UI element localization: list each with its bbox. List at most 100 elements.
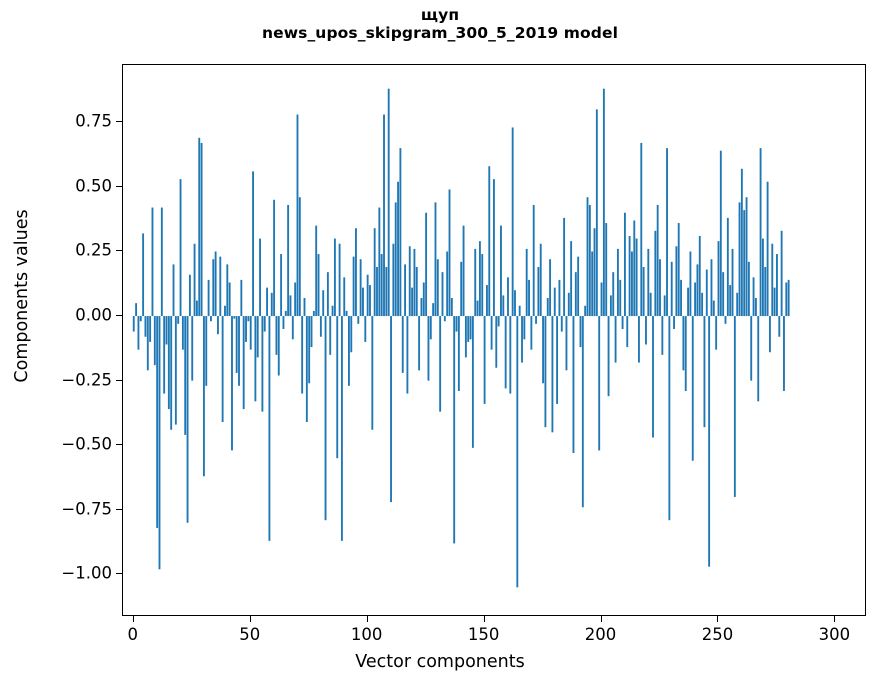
bar [287, 204, 290, 317]
x-tick-mark [834, 616, 836, 622]
y-tick-label: 0.00 [75, 305, 112, 325]
bar [434, 202, 437, 317]
bar [544, 316, 547, 428]
bar [581, 316, 584, 508]
bar [785, 282, 788, 317]
bar [670, 261, 673, 317]
bar [413, 248, 416, 317]
x-tick-label: 250 [701, 625, 734, 644]
bar [436, 259, 439, 317]
bar [521, 316, 523, 363]
bar [294, 282, 297, 317]
bar [586, 197, 589, 317]
bar [715, 316, 718, 350]
bar [631, 251, 633, 317]
bar [221, 316, 224, 423]
bar [602, 88, 605, 317]
bar [139, 316, 142, 322]
bar [291, 316, 294, 340]
bar [722, 272, 725, 317]
plot-surface [123, 65, 865, 615]
bar [698, 235, 701, 317]
bar [483, 316, 486, 404]
bar [780, 230, 783, 317]
bar [231, 316, 233, 451]
bar [214, 251, 217, 317]
bar [233, 316, 236, 319]
y-tick-mark [116, 315, 122, 317]
bar [163, 316, 166, 394]
bar [422, 282, 425, 317]
bar [654, 230, 657, 317]
bar [277, 316, 280, 376]
bar [570, 241, 573, 317]
bar [703, 316, 706, 428]
bar [439, 316, 442, 412]
bar [754, 297, 757, 317]
bar [404, 264, 406, 317]
bar [158, 316, 161, 570]
bar [198, 137, 201, 317]
bar [326, 272, 329, 317]
bar [771, 243, 774, 317]
bar [165, 316, 168, 345]
bar [172, 264, 175, 317]
bar [200, 142, 203, 317]
bar [609, 295, 612, 317]
bar [710, 259, 713, 317]
bar [553, 287, 556, 317]
bar [616, 248, 619, 317]
bar [371, 316, 374, 430]
bar [535, 316, 537, 324]
bar [149, 316, 152, 342]
bar [252, 171, 254, 317]
bar [348, 316, 350, 386]
bar [249, 316, 252, 350]
bar [160, 207, 163, 317]
bar [656, 204, 659, 317]
bar [132, 316, 135, 332]
bar [343, 277, 346, 317]
bar [726, 217, 729, 317]
bar [390, 316, 392, 503]
bar [401, 316, 404, 373]
x-tick-mark [366, 616, 368, 622]
bar [684, 316, 687, 391]
bar [696, 264, 699, 317]
bar [647, 248, 650, 317]
y-tick-mark [116, 379, 122, 381]
y-axis-label: Components values [12, 209, 32, 383]
bar [319, 316, 322, 337]
bar [242, 316, 245, 410]
bar [357, 316, 360, 324]
x-tick-label: 0 [127, 625, 139, 644]
bar [530, 316, 533, 350]
y-tick-mark [116, 250, 122, 252]
bar [310, 316, 313, 348]
bar [486, 285, 488, 317]
bar [324, 316, 327, 521]
bar [235, 316, 238, 373]
bar [450, 297, 453, 317]
bar [546, 297, 549, 317]
bar [701, 292, 704, 317]
bar [642, 266, 645, 317]
bar [605, 223, 608, 317]
y-tick-mark [116, 121, 122, 123]
bar [394, 202, 397, 317]
bar [238, 316, 240, 386]
y-axis-tick-marks [116, 0, 122, 696]
bar [509, 316, 512, 394]
bar [764, 266, 767, 317]
bar [680, 279, 682, 317]
bar [247, 316, 250, 322]
bar [418, 316, 421, 371]
bar [593, 228, 596, 317]
bar [567, 292, 570, 317]
bar [301, 316, 304, 394]
bar [677, 223, 680, 317]
chart-title: щуп [420, 6, 460, 24]
bar [579, 316, 582, 348]
bar [135, 303, 138, 317]
bar [385, 266, 388, 317]
